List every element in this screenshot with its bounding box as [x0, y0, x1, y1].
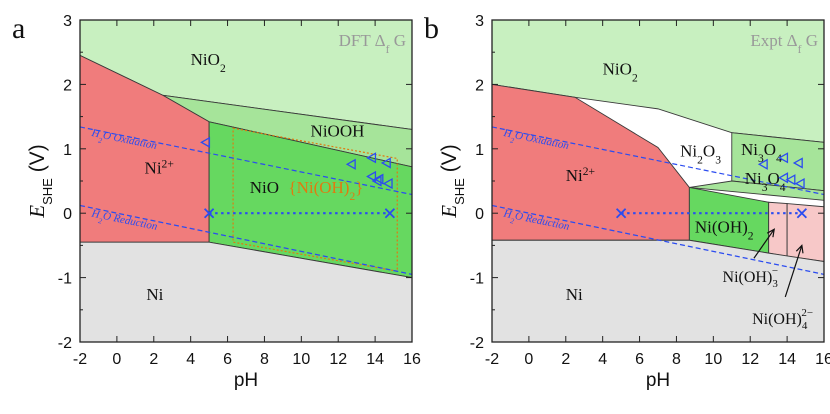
y-axis-label: ESHE (V) [437, 144, 467, 218]
x-tick-label: 12 [329, 351, 347, 368]
region-label-nio: NiO [250, 178, 279, 197]
x-tick-label: 16 [815, 351, 830, 368]
panel-label: b [424, 12, 439, 45]
region-label-ni-oh-2-metastable: {Ni(OH)2} [288, 178, 363, 203]
region-label-ni: Ni [146, 285, 163, 304]
x-tick-label: 10 [292, 351, 310, 368]
y-tick-label: 2 [475, 77, 484, 94]
region-ni [80, 241, 412, 342]
y-tick-label: 1 [63, 142, 72, 159]
x-tick-label: 4 [186, 351, 195, 368]
region-label-niooh: NiOOH [311, 122, 365, 141]
cross-marker [203, 208, 215, 219]
experimental-triangle-marker [792, 157, 803, 169]
x-tick-label: 8 [672, 351, 681, 368]
region-ni-oh-3- [768, 201, 788, 257]
region-nio [208, 121, 412, 279]
callout-arrowhead [766, 228, 775, 238]
method-annotation: DFT Δf G [339, 31, 406, 56]
y-tick-label: -1 [58, 271, 72, 288]
region-label-ni2-: Ni2+ [566, 165, 595, 186]
y-tick-label: 0 [475, 206, 484, 223]
experimental-triangle-marker [778, 172, 789, 184]
x-tick-label: 4 [598, 351, 607, 368]
cross-marker [796, 208, 808, 219]
x-tick-label: 0 [524, 351, 533, 368]
y-tick-label: 1 [475, 142, 484, 159]
experimental-triangle-marker [200, 136, 211, 148]
y-tick-label: 0 [63, 206, 72, 223]
region-label-ni3o4: Ni3O4 [745, 169, 786, 194]
y-tick-label: 3 [475, 13, 484, 30]
region-label-ni-oh-2: Ni(OH)2 [695, 218, 754, 243]
x-tick-label: 14 [778, 351, 796, 368]
region-ni3o4 [689, 180, 824, 201]
callout-arrowhead [795, 244, 804, 254]
region-label-nio2: NiO2 [603, 60, 638, 85]
x-axis-label: pH [234, 370, 258, 391]
y-tick-label: -2 [58, 335, 72, 352]
experimental-triangle-marker [785, 174, 796, 186]
y-tick-label: 3 [63, 13, 72, 30]
cross-marker [615, 208, 627, 219]
region-ni [492, 239, 824, 342]
callout-arrow [753, 228, 775, 259]
water-oxidation-line [492, 126, 824, 196]
x-tick-label: -2 [485, 351, 499, 368]
y-tick-label: -1 [470, 271, 484, 288]
experimental-triangle-marker [366, 170, 377, 183]
region-ni3o4 [731, 132, 824, 192]
callout-label-ni-oh-4: Ni(OH)42− [752, 307, 813, 332]
region-label-ni: Ni [566, 285, 583, 304]
region-ni-oh-4-2- [786, 203, 824, 262]
experimental-triangle-marker [371, 175, 382, 187]
ni-oh-2-boundary [232, 127, 398, 272]
x-tick-label: -2 [73, 351, 87, 368]
water-oxidation-line [80, 126, 412, 196]
experimental-triangle-marker [366, 152, 377, 164]
experimental-triangle-marker [380, 157, 391, 169]
panel-label: a [12, 12, 25, 45]
x-tick-label: 16 [403, 351, 421, 368]
experimental-triangle-marker [345, 158, 356, 170]
x-tick-label: 8 [260, 351, 269, 368]
callout-arrow [784, 245, 803, 298]
x-tick-label: 2 [561, 351, 570, 368]
experimental-triangle-marker [778, 152, 789, 164]
x-tick-label: 14 [366, 351, 384, 368]
region-label-nio2: NiO2 [191, 50, 226, 75]
region-label-ni2o3: Ni2O3 [680, 142, 721, 167]
experimental-triangle-marker [382, 177, 393, 190]
x-tick-label: 10 [704, 351, 722, 368]
y-axis-label: ESHE (V) [25, 144, 55, 218]
experimental-triangle-marker [794, 177, 805, 190]
experimental-triangle-marker [757, 158, 768, 170]
cross-marker [384, 208, 396, 219]
x-tick-label: 0 [112, 351, 121, 368]
method-annotation: Expt Δf G [750, 31, 818, 56]
water-reduction-line [492, 204, 824, 275]
x-tick-label: 6 [635, 351, 644, 368]
y-tick-label: -2 [470, 335, 484, 352]
y-tick-label: 2 [63, 77, 72, 94]
x-axis-label: pH [646, 370, 670, 391]
x-tick-label: 6 [223, 351, 232, 368]
experimental-triangle-marker [373, 173, 384, 185]
callout-label-ni-oh-3: Ni(OH)3− [723, 265, 779, 290]
water-reduction-line [80, 204, 412, 275]
x-tick-label: 2 [149, 351, 158, 368]
region-label-ni2-: Ni2+ [145, 157, 174, 178]
x-tick-label: 12 [741, 351, 759, 368]
